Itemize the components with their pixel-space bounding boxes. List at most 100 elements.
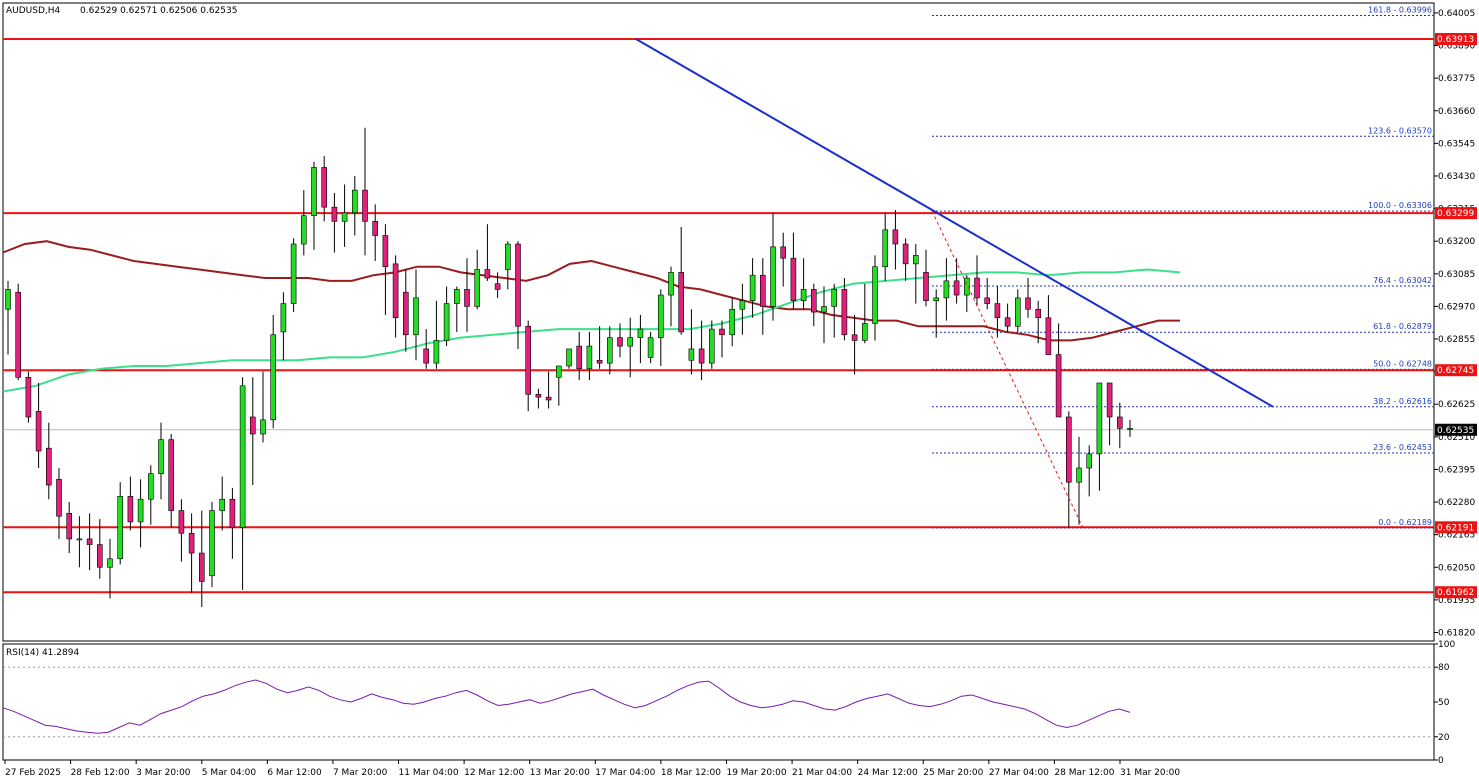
time-tick-label: 27 Feb 2025	[5, 768, 61, 778]
fib-level-label: 161.8 - 0.63996	[1368, 5, 1432, 14]
price-tick-label: 0.64005	[1438, 9, 1475, 19]
candle-bear	[974, 277, 980, 299]
candle-bull	[555, 365, 562, 378]
candle-bear	[1004, 317, 1011, 327]
price-axis: 0.64005 0.63890 0.63775 0.63660 0.63545 0.634…	[1434, 9, 1475, 638]
candle-bull	[137, 498, 144, 523]
time-tick-label: 28 Mar 12:00	[1054, 768, 1114, 778]
candle-bull	[831, 289, 838, 307]
candle-bear	[484, 269, 491, 279]
candles	[5, 127, 1133, 607]
candle-bear	[331, 206, 338, 222]
candle-bear	[402, 291, 409, 336]
fib-level-label: 61.8 - 0.62879	[1373, 322, 1432, 331]
candle-bull	[800, 289, 807, 302]
candle-bear	[423, 348, 430, 364]
candle-bull	[943, 280, 950, 299]
candle-bear	[1045, 317, 1052, 355]
candle-bear	[759, 274, 766, 307]
price-tick-label: 0.62855	[1438, 335, 1475, 345]
price-tick-label: 0.62395	[1438, 465, 1475, 475]
candle-bear	[851, 334, 858, 341]
candle-bear	[902, 243, 909, 265]
candle-bull	[882, 229, 889, 268]
candle-bear	[97, 544, 103, 568]
candle-bull	[351, 189, 358, 214]
candle-bull	[729, 308, 736, 336]
candle-bear	[780, 246, 787, 259]
candle-bull	[300, 215, 307, 245]
candle-bull	[963, 277, 970, 296]
candle-bull	[708, 328, 715, 364]
candle-bear	[25, 376, 32, 418]
candle-bear	[525, 325, 532, 395]
time-tick-label: 25 Mar 20:00	[923, 768, 983, 778]
candle-bear	[127, 496, 134, 523]
time-tick-label: 31 Mar 20:00	[1120, 768, 1180, 778]
price-tick-label: 0.62165	[1438, 531, 1475, 541]
candle-bear	[56, 479, 62, 517]
fib-anchor-line	[931, 210, 1084, 529]
candle-bear	[1025, 297, 1031, 310]
candle-bear	[199, 552, 205, 582]
level-price-label: 0.62191	[1437, 523, 1474, 533]
candle-bull	[739, 300, 746, 310]
candle-bull	[280, 303, 287, 333]
price-tick-label: 0.63660	[1438, 107, 1475, 117]
current-price-tag	[1435, 423, 1477, 436]
time-tick-label: 28 Feb 12:00	[71, 768, 130, 778]
candle-bull	[219, 498, 225, 511]
current-price-label: 0.62535	[1437, 426, 1474, 436]
candle-bear	[984, 297, 991, 304]
candle-bear	[382, 235, 389, 268]
candle-bear	[362, 189, 368, 222]
trendline	[635, 38, 1274, 408]
support-resistance-levels: 0.63913 0.63299 0.62745 0.62191 0.61962 0.625…	[3, 33, 1477, 599]
candle-bear	[464, 289, 470, 307]
time-tick-label: 6 Mar 12:00	[267, 768, 322, 778]
candle-bull	[586, 345, 593, 370]
candle-bear	[372, 221, 379, 236]
candle-bull	[290, 243, 297, 304]
time-tick-label: 18 Mar 12:00	[661, 768, 721, 778]
price-tick-label: 0.62625	[1438, 400, 1475, 410]
candle-bull	[1076, 467, 1082, 483]
candle-bear	[86, 538, 93, 545]
level-price-label: 0.63299	[1437, 209, 1474, 219]
candle-bull	[443, 303, 450, 341]
candle-bear	[168, 439, 174, 511]
price-tick-label: 0.62050	[1438, 563, 1475, 573]
candle-bull	[453, 289, 460, 304]
candle-bull	[770, 246, 776, 307]
candle-bear	[535, 394, 542, 398]
candle-bear	[841, 289, 848, 336]
price-tick-label: 0.62970	[1438, 302, 1475, 312]
time-tick-label: 11 Mar 04:00	[399, 768, 459, 778]
price-tick-label: 0.63085	[1438, 270, 1475, 280]
candle-bull	[861, 323, 868, 341]
candle-bull	[566, 348, 572, 367]
candle-bear	[250, 416, 256, 435]
price-tick-label: 0.63200	[1438, 237, 1475, 247]
candle-bull	[627, 337, 634, 347]
candle-bull	[148, 473, 154, 500]
fib-level-label: 50.0 - 0.62748	[1373, 359, 1432, 368]
candle-bear	[229, 498, 236, 528]
fib-level-label: 123.6 - 0.63570	[1368, 126, 1432, 135]
time-tick-label: 19 Mar 20:00	[726, 768, 786, 778]
candle-bear	[545, 396, 552, 401]
candle-bear	[790, 257, 797, 302]
candle-bull	[239, 385, 246, 528]
candle-bull	[504, 243, 511, 270]
candle-bull	[637, 328, 644, 338]
candle-bear	[617, 337, 623, 347]
candle-bear	[719, 328, 725, 336]
price-tick-label: 0.63430	[1438, 172, 1475, 182]
candle-bear	[515, 243, 521, 327]
symbol-label: AUDUSD,H4	[6, 6, 61, 16]
time-tick-label: 5 Mar 04:00	[202, 768, 257, 778]
fib-level-label: 100.0 - 0.63306	[1368, 201, 1432, 210]
candle-bear	[45, 447, 52, 486]
candle-bull	[606, 337, 613, 364]
